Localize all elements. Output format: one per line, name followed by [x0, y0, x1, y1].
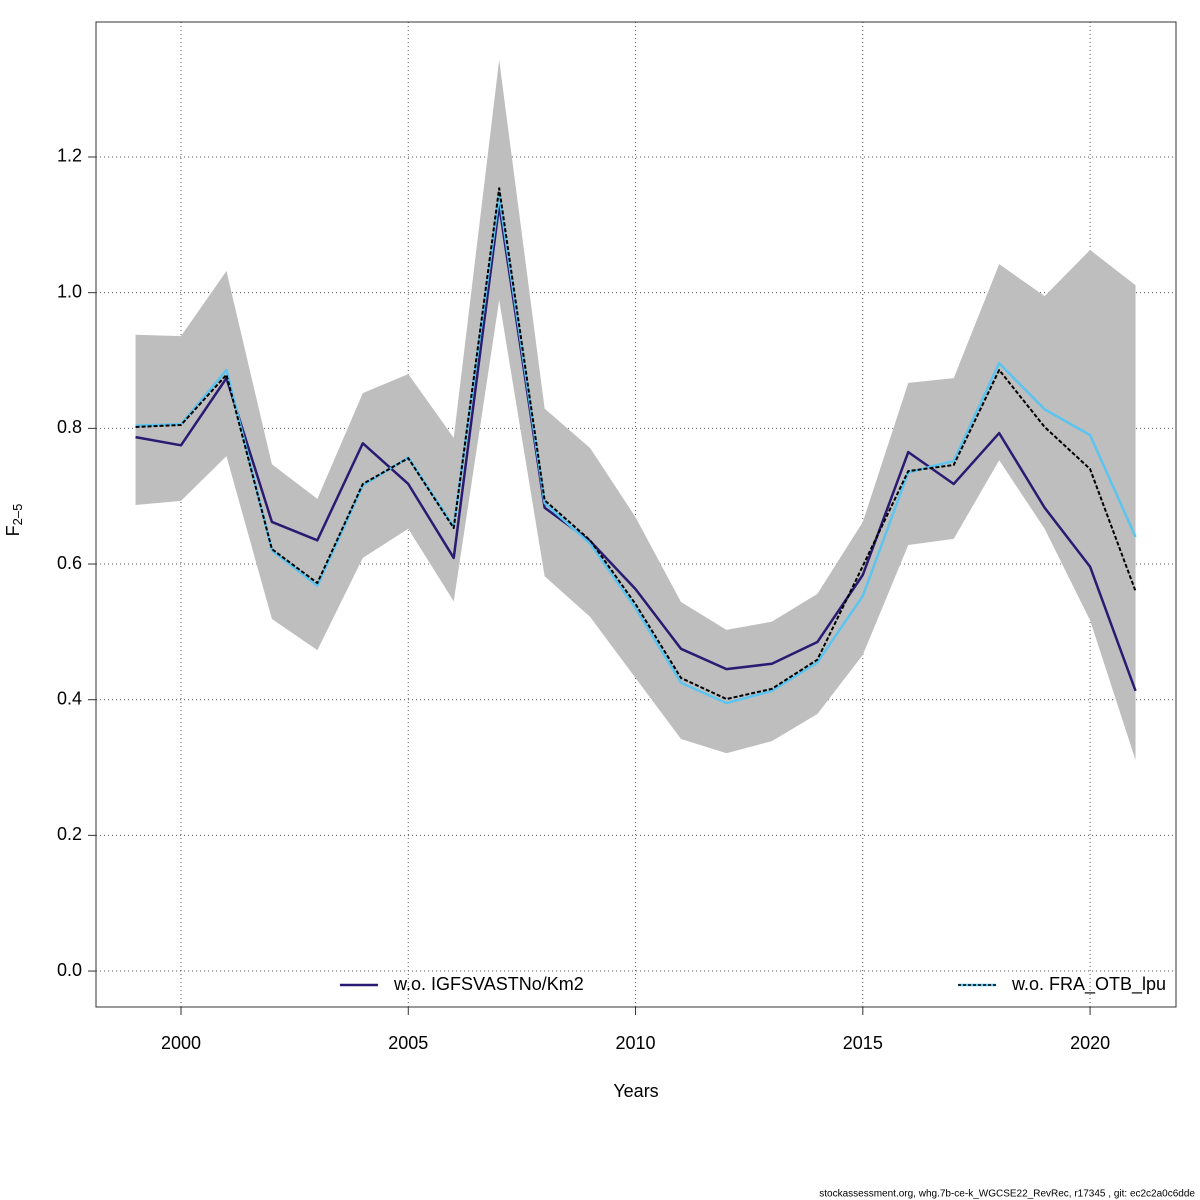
y-tick-label: 0.4 [57, 688, 82, 708]
series-line [135, 194, 1137, 705]
y-tick-label: 1.0 [57, 281, 82, 301]
x-tick-label: 2020 [1070, 1033, 1110, 1053]
footer: stockassessment.org, whg.7b-ce-k_WGCSE22… [819, 1189, 1195, 1200]
x-tick-label: 2000 [161, 1033, 201, 1053]
x-tick-label: 2010 [616, 1033, 656, 1053]
y-tick-label: 0.8 [57, 417, 82, 437]
estimate-line [135, 187, 1137, 701]
x-tick-label: 2005 [388, 1033, 428, 1053]
legend-label: w.o. IGFSVASTNo/Km2 [393, 974, 584, 994]
x-tick-label: 2015 [843, 1033, 883, 1053]
y-tick-label: 1.2 [57, 146, 82, 166]
x-axis-label: Years [613, 1081, 658, 1101]
confidence-band [135, 59, 1136, 761]
y-label-main: F [3, 525, 23, 536]
y-label-subscript: 2–5 [10, 504, 25, 526]
y-tick-label: 0.2 [57, 824, 82, 844]
y-axis-label: F2–5 [3, 504, 26, 537]
y-tick-label: 0.6 [57, 553, 82, 573]
y-tick-label: 0.0 [57, 960, 82, 980]
series-line [135, 203, 1137, 692]
legend-label: w.o. FRA_OTB_lpu [1011, 974, 1166, 995]
